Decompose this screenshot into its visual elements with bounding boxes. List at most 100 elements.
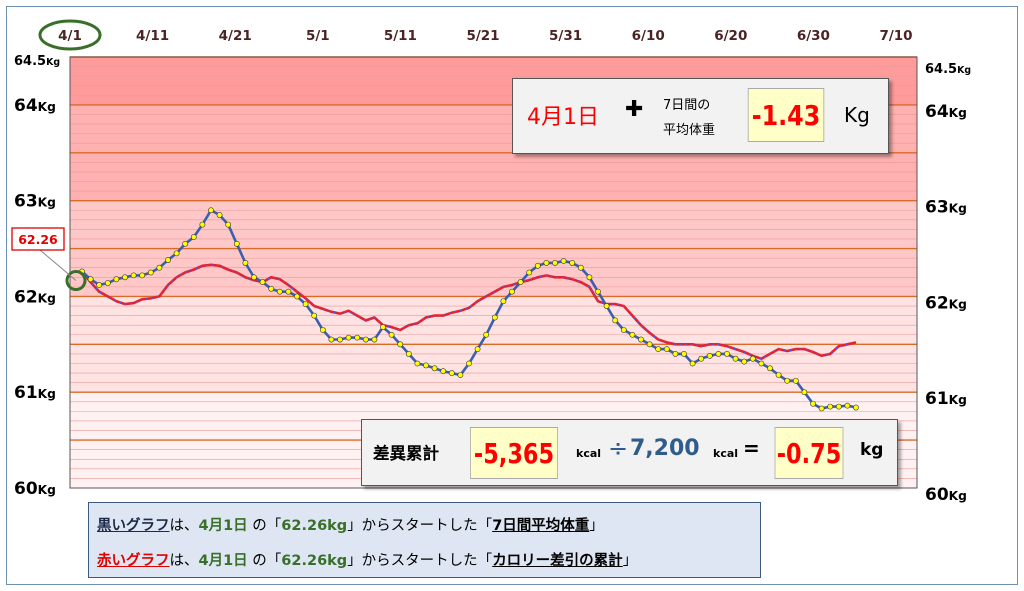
callout-leader (39, 249, 77, 281)
legend-date: 4月1日 (198, 553, 248, 569)
data-point (586, 274, 593, 281)
x-tick-label: 4/1 (58, 28, 82, 44)
data-point (758, 360, 765, 367)
x-tick-label: 5/21 (466, 28, 499, 44)
data-point (483, 331, 490, 338)
data-point (156, 264, 163, 271)
data-point (302, 301, 309, 308)
data-point (122, 274, 128, 281)
data-point (87, 276, 94, 283)
data-point (784, 377, 791, 384)
plus-icon: ✚ (625, 97, 644, 122)
y-tick-label: 64Kg (925, 102, 967, 122)
data-point (801, 389, 808, 396)
data-point (457, 372, 464, 378)
bottom-info-box: 差異累計 -5,365 kcal ÷ 7,200 kcal = -0.75 kg (361, 419, 898, 486)
data-point (577, 264, 584, 271)
data-point (285, 288, 292, 295)
data-point (182, 240, 189, 247)
legend-text: 」 (589, 518, 604, 534)
data-point (715, 351, 722, 357)
data-point (818, 405, 825, 412)
kg-result-value: -0.75 (774, 427, 844, 479)
data-point (663, 346, 670, 353)
start-date-highlight (38, 19, 102, 51)
data-point (242, 260, 249, 266)
y-tick-label: 63Kg (925, 198, 967, 218)
y-tick-label: 64Kg (14, 96, 56, 116)
data-point (672, 351, 679, 357)
data-point (405, 351, 412, 357)
data-point (560, 258, 567, 264)
y-tick-label: 62Kg (14, 287, 56, 307)
legend-weight: 62.26kg (281, 518, 348, 534)
data-point (552, 260, 558, 266)
data-point (233, 240, 240, 247)
data-point (311, 312, 318, 319)
data-point (448, 370, 455, 376)
data-point (139, 272, 146, 279)
data-point (173, 250, 180, 257)
data-point (844, 402, 851, 409)
data-point (319, 327, 326, 333)
top-info-box: 4月1日 ✚ 7日間の 平均体重 -1.43 Kg (512, 78, 889, 154)
data-point (216, 212, 223, 218)
legend-text: は、 (169, 518, 199, 534)
legend-date: 4月1日 (198, 518, 248, 534)
data-point (328, 336, 335, 343)
data-point (646, 341, 653, 348)
data-point (689, 360, 696, 367)
start-point-marker (65, 270, 87, 292)
y-tick-label: 64.5Kg (14, 54, 60, 69)
y-tick-label: 60Kg (14, 479, 56, 499)
data-point (698, 355, 705, 362)
data-point (706, 352, 713, 359)
data-point (199, 221, 206, 228)
data-point (225, 221, 232, 228)
data-point (835, 403, 842, 410)
data-point (388, 331, 395, 338)
series-line-calorie (80, 263, 857, 361)
data-point (724, 351, 730, 357)
data-point (749, 355, 756, 362)
data-point (655, 346, 662, 353)
x-tick-label: 6/30 (797, 28, 830, 44)
data-point (595, 288, 601, 295)
x-tick-label: 5/31 (549, 28, 582, 44)
y-tick-label: 63Kg (14, 192, 56, 212)
x-tick-label: 5/1 (306, 28, 330, 44)
black-graph-label: 黒いグラフ (97, 518, 170, 534)
x-tick-label: 4/21 (219, 28, 252, 44)
data-point (534, 262, 541, 269)
data-point (337, 336, 343, 343)
data-point (509, 288, 515, 295)
data-point (491, 314, 498, 321)
legend-text: の「 (247, 518, 282, 534)
top-info-label-1: 7日間の (663, 98, 711, 113)
legend-text: 」からスタートした「 (347, 518, 493, 534)
data-point (147, 269, 154, 276)
legend-text: は、 (169, 553, 199, 569)
data-point (440, 368, 447, 375)
data-point (466, 360, 472, 367)
data-point (569, 260, 576, 266)
data-point (474, 346, 481, 353)
kcal-diff-value: -5,365 (470, 427, 558, 479)
start-value-callout (11, 227, 65, 251)
data-point (612, 317, 619, 324)
legend-what: カロリー差引の累計 (492, 553, 623, 569)
data-point (113, 276, 120, 283)
data-point (190, 234, 197, 240)
data-point (268, 285, 275, 292)
data-point (414, 360, 421, 367)
data-point (853, 404, 859, 411)
legend-what: 7日間平均体重 (492, 518, 590, 534)
data-point (423, 362, 429, 369)
legend-text: の「 (247, 553, 282, 569)
data-point (638, 336, 644, 343)
y-tick-label: 60Kg (925, 485, 967, 505)
data-point (362, 336, 369, 343)
data-point (276, 288, 283, 295)
data-point (251, 274, 257, 281)
divide-sign: ÷ (608, 434, 629, 462)
